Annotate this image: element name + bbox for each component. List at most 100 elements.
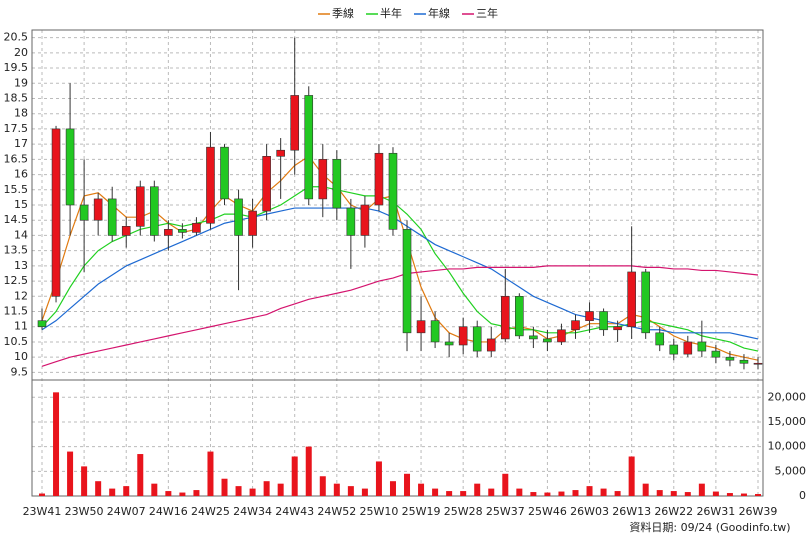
volume-bar [347,486,354,496]
candle-body [641,271,650,334]
candle-body [262,156,271,212]
volume-bar [446,491,453,496]
ma-line [41,207,759,340]
y-tick-label: 13.5 [4,244,29,257]
volume-bar [151,483,158,496]
legend-label: 三年 [476,6,498,20]
y2-tick-label: 20,000 [768,390,807,403]
candle-body [206,146,215,224]
candle-body [332,159,342,209]
candle-body [164,229,173,236]
volume-bar [712,491,719,496]
candle-body [655,332,665,346]
volume-bar [474,483,481,496]
y-tick-label: 17.5 [4,122,29,135]
y-tick-label: 14 [14,228,28,241]
candle-body [543,338,552,343]
y-tick-label: 12 [14,289,28,302]
volume-bar [179,492,186,496]
y-tick-label: 9.5 [11,365,29,378]
y-tick-label: 11 [14,320,28,333]
volume-bar [628,456,635,496]
volume-bar [263,481,270,496]
y-tick-label: 12.5 [4,274,29,287]
candle-body [318,159,328,200]
x-tick-label: 23W41 [23,505,62,518]
volume-bar [755,494,761,496]
y-tick-label: 16.5 [4,152,29,165]
y-tick-label: 14.5 [4,213,29,226]
x-tick-label: 25W28 [444,505,483,518]
volume-bar [39,493,45,496]
volume-bar [207,451,214,496]
volume-bar [642,483,649,496]
candle-body [234,198,243,236]
volume-bar [123,486,130,496]
x-tick-label: 25W46 [528,505,567,518]
x-tick-label: 24W16 [149,505,188,518]
volume-bar [95,481,102,496]
candle-body [515,296,524,337]
volume-bar [67,451,74,496]
volume-bar [361,488,368,496]
volume-bar [81,466,88,496]
candle-body [557,329,566,343]
x-tick-label: 26W13 [612,505,651,518]
x-tick-label: 25W19 [402,505,441,518]
y-tick-label: 17 [14,137,28,150]
y-tick-label: 11.5 [4,305,29,318]
volume-bar [656,490,663,496]
volume-bar [726,493,733,496]
plot-frame [31,29,764,497]
volume-bar [165,491,172,496]
candle-body [486,338,496,352]
y-tick-label: 13 [14,259,28,272]
y-tick-label: 20 [14,46,28,59]
candle-body [599,311,608,331]
candle-body [711,350,721,358]
footer: 資料日期: 09/24 (Goodinfo.tw) [629,520,790,534]
y-tick-label: 15.5 [4,183,29,196]
ma-line [41,155,759,361]
candle-body [107,198,117,236]
volume-bar [193,490,200,496]
volume-bar [389,481,396,496]
y-tick-label: 19 [14,76,28,89]
candle-body [290,95,300,151]
x-tick-label: 24W25 [191,505,230,518]
candle-body [37,320,47,328]
x-tick-label: 24W34 [233,505,272,518]
volume-bar [684,492,691,496]
volume-bar [698,483,705,496]
volume-bar [375,461,382,496]
volume-bar [109,488,116,496]
volume-bar [418,483,425,496]
candle-body [500,296,510,340]
y-tick-label: 10.5 [4,335,29,348]
candle-body [627,271,636,328]
volume-bar [432,488,439,496]
volume-bar [460,491,467,496]
volume-bar [291,456,298,496]
y-tick-label: 20.5 [4,31,29,44]
x-tick-label: 24W07 [107,505,146,518]
volume-bar [277,483,284,496]
x-tick-label: 23W50 [65,505,104,518]
volume-bar [670,491,677,496]
volume-bar [502,473,509,496]
y2-tick-label: 10,000 [768,440,807,453]
legend-label: 半年 [380,6,402,20]
y-tick-label: 19.5 [4,61,29,74]
volume-bar [137,454,144,496]
candle-body [571,320,580,331]
candle-body [725,356,735,361]
ma-line [41,265,759,367]
x-tick-label: 25W10 [360,505,399,518]
candle-body [444,341,454,346]
candle-body [458,326,468,346]
candle-body [697,341,707,352]
candle-body [178,229,187,233]
volume-bar [488,488,495,496]
candle-body [65,128,75,206]
volume-bar [305,446,312,496]
